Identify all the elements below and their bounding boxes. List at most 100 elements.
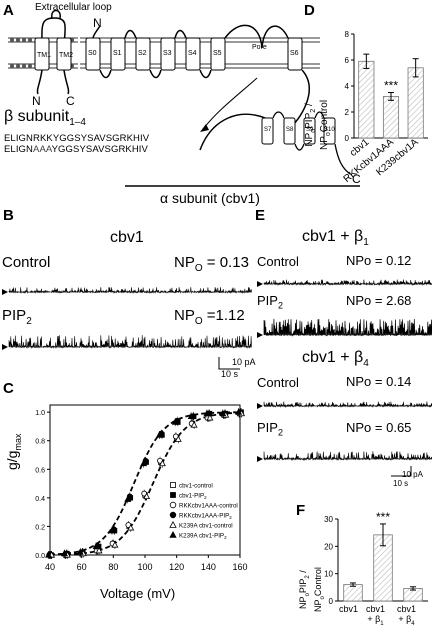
- b-control-npo: NPO = 0.13: [174, 254, 249, 274]
- segment-s3: S3: [163, 50, 172, 57]
- c-y-tick-label: 0.0: [35, 553, 45, 560]
- segment-s8: S8: [286, 127, 294, 133]
- c-y-tick-label: 1.0: [35, 410, 45, 417]
- e-scale-y: 10 pA: [402, 470, 423, 479]
- c-y-tick-label: 0.8: [35, 439, 45, 446]
- c-legend-label: RKKcbv1AAA-control: [179, 503, 238, 510]
- wildtype-sequence: ELIGNRKKYGGSYSAVSGRKHIV: [4, 133, 150, 144]
- c-x-axis-label: Voltage (mV): [100, 586, 176, 601]
- f-bar-chart: 0 10 20 30 ***: [324, 510, 428, 606]
- e-pip2-1-trace: [257, 318, 432, 338]
- f-y-tick-label: 10: [324, 570, 333, 579]
- c-point: [92, 542, 100, 550]
- c-legend-marker: [169, 530, 177, 538]
- alpha-c-terminus-label: C: [352, 172, 361, 186]
- c-legend-label: K239A cbv1-PIP2: [179, 533, 227, 541]
- c-point: [45, 551, 53, 558]
- c-legend-marker: [169, 501, 177, 509]
- panel-d-label: D: [304, 2, 315, 19]
- d-bar: [407, 67, 424, 139]
- e-pip2-2-npo: NPo = 0.65: [346, 420, 412, 435]
- panel-b-label: B: [3, 207, 14, 224]
- c-point: [95, 546, 103, 554]
- e-control1-trace: [257, 279, 432, 287]
- e-pip2-2-trace: [257, 451, 432, 462]
- f-bar: [343, 584, 363, 602]
- f-y-tick-label: 20: [324, 542, 333, 551]
- panel-f-label: F: [296, 502, 306, 519]
- c-x-tick-label: 160: [232, 562, 247, 572]
- c-point: [76, 548, 84, 555]
- b-pip2-npo: NPO =1.12: [174, 307, 245, 327]
- e-title-beta1: cbv1 + β1: [302, 228, 369, 249]
- c-point: [203, 409, 211, 417]
- c-x-tick-label: 100: [137, 562, 152, 572]
- c-y-tick-label: 0.4: [35, 496, 45, 503]
- panel-c-label: C: [3, 380, 14, 397]
- segment-s0: S0: [88, 50, 97, 57]
- f-cat-3: cbv1 + β4: [397, 604, 417, 627]
- c-point: [187, 412, 195, 420]
- panel-e-label: E: [255, 207, 266, 224]
- c-point: [124, 495, 132, 502]
- segment-s10: S10: [324, 127, 335, 133]
- beta-subunit-label: β subunit1–4: [4, 108, 86, 129]
- d-bar: [382, 96, 400, 139]
- c-x-tick-label: 80: [108, 562, 118, 572]
- c-point: [174, 435, 182, 442]
- segment-s7: S7: [264, 127, 272, 133]
- segment-s5: S5: [213, 50, 222, 57]
- c-legend-marker: [170, 482, 176, 488]
- c-point: [190, 421, 198, 428]
- d-y-tick-label: 0: [345, 134, 350, 143]
- panel-b-title: cbv1: [110, 229, 144, 246]
- c-legend-label: K239A cbv1-control: [179, 523, 233, 530]
- e-control2-npo: NPo = 0.14: [346, 374, 412, 389]
- alpha-segment-boxes: [85, 37, 303, 71]
- mutant-sequence: ELIGNAAAYGGSYSAVSGRKHIV: [4, 144, 148, 155]
- e-pip2-2-label: PIP2: [257, 420, 283, 438]
- b-control-trace: [2, 287, 252, 295]
- c-point: [60, 549, 68, 557]
- c-legend-marker: [170, 492, 176, 498]
- beta-n-terminus-label: N: [32, 94, 41, 108]
- segment-s4: S4: [188, 50, 197, 57]
- c-point: [158, 459, 166, 467]
- pore-label: Pore: [252, 44, 267, 51]
- d-y-tick-label: 6: [345, 56, 350, 65]
- f-y-tick-label: 30: [324, 515, 333, 524]
- panel-a-label: A: [3, 2, 14, 19]
- f-significance: ***: [376, 510, 390, 524]
- c-point: [171, 418, 179, 425]
- c-y-tick-label: 0.6: [35, 467, 45, 474]
- d-bar: [358, 60, 375, 139]
- c-x-tick-label: 120: [169, 562, 184, 572]
- alpha-subunit-label: α subunit (cbv1): [160, 190, 260, 206]
- e-pip2-1-label: PIP2: [257, 293, 283, 311]
- e-control2-label: Control: [257, 375, 299, 390]
- e-control1-label: Control: [257, 254, 299, 269]
- e-scale-bar: [391, 466, 412, 477]
- b-scale-y: 10 pA: [232, 357, 256, 367]
- e-title-beta4: cbv1 + β4: [302, 349, 369, 370]
- segment-s9: S9: [306, 127, 314, 133]
- c-legend-label: cbv1-PIP2: [179, 493, 207, 501]
- c-point: [219, 409, 227, 417]
- segment-s2: S2: [138, 50, 147, 57]
- extracellular-loop-label: Extracellular loop: [35, 2, 112, 13]
- f-cat-2: cbv1 + β1: [366, 604, 386, 627]
- c-point: [127, 524, 135, 531]
- f-cat-1: cbv1: [339, 604, 359, 614]
- alpha-tail-boxes: [261, 117, 336, 145]
- alpha-n-terminus-label: N: [93, 16, 102, 30]
- c-point: [108, 526, 116, 534]
- segment-s6: S6: [290, 50, 299, 57]
- e-control2-trace: [257, 401, 432, 409]
- b-scale-bar: [218, 357, 240, 370]
- e-scale-x: 10 s: [393, 479, 409, 488]
- c-point: [140, 459, 148, 467]
- c-y-tick-label: 0.2: [35, 524, 45, 531]
- c-point: [235, 408, 243, 415]
- d-y-tick-label: 2: [345, 108, 350, 117]
